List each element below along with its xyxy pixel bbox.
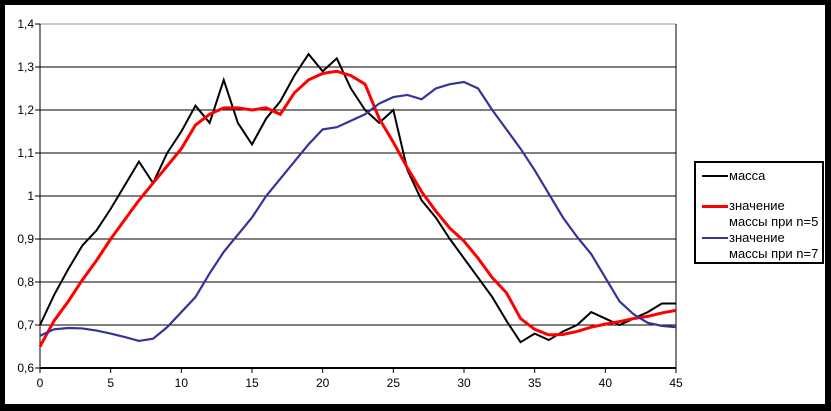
legend-item-massa: масса [702,168,820,184]
legend-label: значение массы при n=5 [729,198,819,229]
series-line-0 [39,52,676,344]
series-line-swatch-red [702,205,728,208]
series-line-2 [39,80,677,343]
series-line-swatch-black [702,175,728,177]
x-tick-label: 15 [245,376,259,390]
series-line-swatch-blue [702,237,728,239]
x-tick-label: 40 [599,376,613,390]
y-tick-label: 1 [27,189,34,203]
y-tick-label: 0,6 [17,361,34,375]
y-tick-label: 1,2 [17,103,34,117]
y-tick-label: 1,4 [17,17,34,31]
y-tick-label: 0,9 [17,232,34,246]
x-tick-label: 25 [387,376,401,390]
x-tick-label: 5 [107,376,114,390]
x-tick-label: 20 [316,376,330,390]
y-tick-label: 0,7 [17,318,34,332]
legend-item-n7: значение массы при n=7 [702,230,820,262]
x-tick-label: 0 [37,376,44,390]
legend-label: значение массы при n=7 [729,230,819,261]
x-tick-label: 10 [175,376,189,390]
chart-svg: 1,4 1,3 1,2 1,1 1 0,9 0,8 0,7 0,60 5 10 15 20 25 30 35 4… [17,17,683,390]
y-tick-label: 1,3 [17,60,34,74]
x-tick-label: 45 [669,376,683,390]
legend-label: масса [729,168,766,183]
chart-area: 1,4 1,3 1,2 1,1 1 0,9 0,8 0,7 0,6 0 5 10 15 20 25 30 35 4… [5,5,825,404]
chart-legend: масса значение массы при n=5 значение ма… [694,161,824,264]
legend-item-n5: значение массы при n=5 [702,198,820,230]
x-tick-label: 30 [457,376,471,390]
y-tick-label: 0,8 [17,275,34,289]
y-tick-label: 1,1 [17,146,34,160]
x-tick-label: 35 [528,376,542,390]
series-line-1 [38,69,677,348]
